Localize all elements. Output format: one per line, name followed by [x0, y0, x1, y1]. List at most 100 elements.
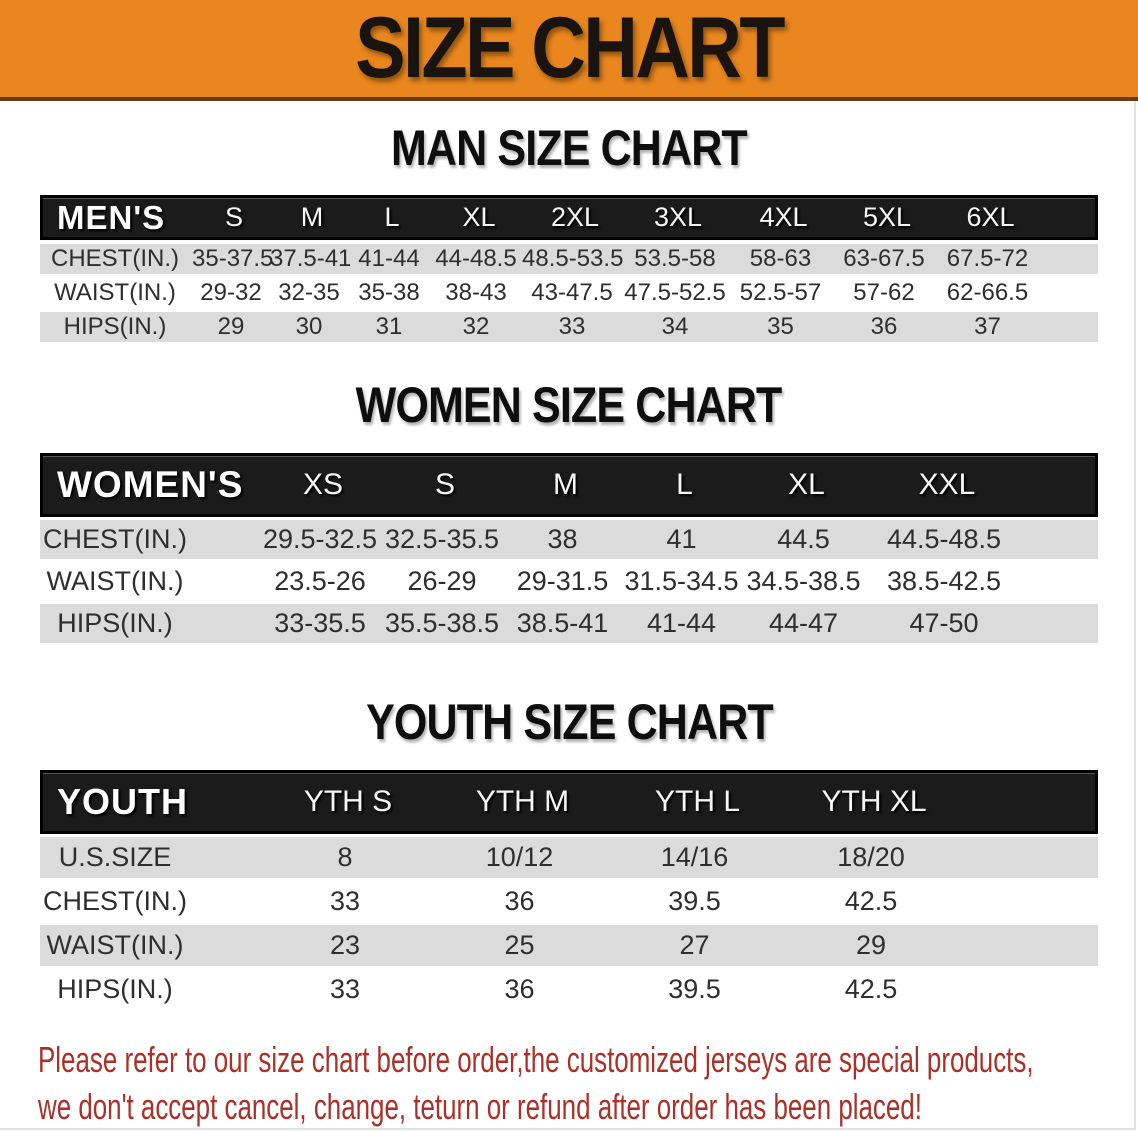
- column-header: 5XL: [862, 202, 912, 232]
- section-title-women-text: WOMEN SIZE CHART: [356, 377, 783, 433]
- size-cell: 35: [767, 313, 794, 340]
- row-label: HIPS(IN.): [57, 974, 173, 1004]
- size-cell: 27: [679, 930, 710, 960]
- disclaimer-note: Please refer to our size chart before or…: [38, 1036, 1138, 1130]
- size-cell: 37: [974, 313, 1001, 340]
- size-cell: 47.5-52.5: [624, 279, 726, 306]
- size-cell: 29-32: [200, 279, 262, 306]
- column-header: 2XL: [550, 202, 600, 232]
- size-cell: 29: [855, 930, 887, 960]
- size-cell: 36: [870, 313, 898, 340]
- size-cell: 29: [217, 313, 245, 340]
- table-corner-label: MEN'S: [57, 198, 166, 236]
- row-label: U.S.SIZE: [58, 842, 172, 872]
- column-header: 6XL: [966, 202, 1015, 232]
- table-header-row: YOUTH YTH S YTH M YTH L YTH XL: [40, 770, 1098, 834]
- size-cell: 38.5-42.5: [886, 566, 1002, 596]
- size-cell: 25: [504, 930, 535, 960]
- size-cell: 32-35: [278, 279, 340, 306]
- size-cell: 34.5-38.5: [746, 566, 861, 596]
- table-row: U.S.SIZE 8 10/12 14/16 18/20: [40, 837, 1098, 878]
- disclaimer-line-1: Please refer to our size chart before or…: [38, 1039, 1034, 1080]
- table-header-row: MEN'S S M L XL 2XL 3XL 4XL 5XL 6XL: [40, 195, 1098, 240]
- table-row: WAIST(IN.) 23.5-26 26-29 29-31.5 31.5-34.5 34…: [40, 562, 1098, 601]
- size-cell: 37.5-41: [270, 245, 352, 272]
- banner-title: SIZE CHART: [355, 0, 785, 96]
- size-cell: 34: [661, 313, 689, 340]
- column-header: YTH L: [654, 785, 741, 818]
- column-header: XS: [302, 468, 344, 501]
- size-cell: 33: [329, 886, 361, 916]
- size-cell: 52.5-57: [739, 279, 822, 306]
- table-row: CHEST(IN.) 29.5-32.5 32.5-35.5 38 41 44.5 44.5…: [40, 520, 1098, 559]
- size-cell: 29-31.5: [516, 566, 609, 596]
- size-cell: 44-48.5: [435, 245, 517, 272]
- size-cell: 33: [329, 974, 361, 1004]
- column-header: YTH XL: [821, 785, 927, 818]
- size-cell: 41: [666, 524, 697, 554]
- size-cell: 42.5: [844, 974, 898, 1004]
- row-label: WAIST(IN.): [46, 566, 184, 596]
- size-cell: 33: [558, 313, 586, 340]
- table-row: HIPS(IN.) 33-35.5 35.5-38.5 38.5-41 41-44 44-…: [40, 604, 1098, 643]
- row-label: CHEST(IN.): [51, 245, 179, 272]
- size-cell: 35-38: [358, 279, 420, 306]
- column-header: S: [434, 468, 455, 501]
- column-header: 3XL: [653, 202, 703, 232]
- column-header: YTH S: [303, 785, 393, 818]
- youth-size-table: YOUTH YTH S YTH M YTH L YTH XL U.S.SIZE 8 10/12…: [40, 770, 1098, 1010]
- column-header: 4XL: [759, 202, 808, 232]
- size-cell: 38-43: [445, 279, 507, 306]
- size-cell: 57-62: [853, 279, 915, 306]
- size-cell: 35.5-38.5: [384, 608, 500, 638]
- size-cell: 43-47.5: [531, 279, 613, 306]
- section-title-youth-text: YOUTH SIZE CHART: [365, 694, 774, 750]
- size-cell: 14/16: [660, 842, 729, 872]
- table-row: WAIST(IN.) 23 25 27 29: [40, 925, 1098, 966]
- size-cell: 58-63: [749, 245, 812, 272]
- women-size-table: WOMEN'S XS S M L XL XXL CHEST(IN.) 29.5-32.5 32.5…: [40, 453, 1098, 643]
- column-header: XL: [788, 468, 825, 501]
- size-cell: 39.5: [668, 974, 721, 1004]
- size-cell: 62-66.5: [946, 279, 1029, 306]
- size-cell: 32: [462, 313, 490, 340]
- size-cell: 63-67.5: [843, 245, 925, 272]
- size-cell: 36: [504, 886, 535, 916]
- size-cell: 8: [337, 842, 353, 872]
- column-header: XXL: [918, 468, 976, 501]
- column-header: M: [553, 468, 578, 501]
- size-cell: 18/20: [837, 842, 905, 872]
- section-title-youth: YOUTH SIZE CHART: [0, 694, 1138, 750]
- size-cell: 36: [504, 974, 535, 1004]
- size-cell: 42.5: [844, 886, 898, 916]
- banner: SIZE CHART: [0, 0, 1138, 101]
- size-cell: 23: [329, 930, 361, 960]
- size-cell: 33-35.5: [274, 608, 366, 638]
- disclaimer-line-2: we don't accept cancel, change, teturn o…: [38, 1086, 922, 1127]
- table-row: WAIST(IN.) 29-32 32-35 35-38 38-43 43-47.5 47.…: [40, 278, 1098, 308]
- size-cell: 44.5: [777, 524, 830, 554]
- section-title-women: WOMEN SIZE CHART: [0, 377, 1138, 433]
- section-title-man-text: MAN SIZE CHART: [391, 120, 748, 176]
- size-cell: 48.5-53.5: [522, 245, 624, 272]
- table-corner-label: YOUTH: [57, 781, 188, 822]
- row-label: WAIST(IN.): [54, 279, 176, 306]
- column-header: XL: [462, 202, 496, 232]
- row-label: CHEST(IN.): [43, 524, 187, 554]
- size-cell: 44.5-48.5: [886, 524, 1002, 554]
- column-header: S: [224, 202, 243, 232]
- column-header: M: [300, 202, 324, 232]
- size-cell: 41-44: [358, 245, 420, 272]
- size-cell: 32.5-35.5: [384, 524, 500, 554]
- size-cell: 38: [547, 524, 578, 554]
- men-size-table: MEN'S S M L XL 2XL 3XL 4XL 5XL 6XL CHEST(IN.) 35-37…: [40, 195, 1098, 342]
- row-label: HIPS(IN.): [63, 313, 167, 340]
- table-header-row: WOMEN'S XS S M L XL XXL: [40, 453, 1098, 517]
- table-corner-label: WOMEN'S: [57, 464, 244, 505]
- size-cell: 47-50: [909, 608, 979, 638]
- size-cell: 29.5-32.5: [262, 524, 378, 554]
- table-row: HIPS(IN.) 33 36 39.5 42.5: [40, 969, 1098, 1010]
- size-cell: 10/12: [485, 842, 554, 872]
- size-cell: 41-44: [646, 608, 717, 638]
